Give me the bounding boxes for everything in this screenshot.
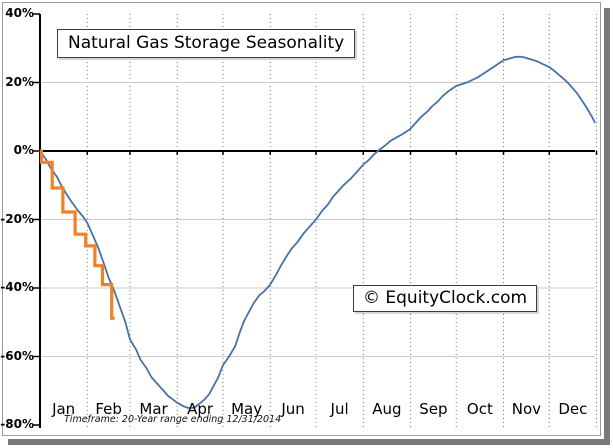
- x-axis-label-may: May: [231, 400, 263, 418]
- timeframe-note: Timeframe: 20-Year range ending 12/31/20…: [64, 414, 282, 425]
- seasonal-average-line: [39, 55, 596, 409]
- x-axis-label-dec: Dec: [558, 400, 588, 418]
- x-axis-label-jul: Jul: [330, 400, 349, 418]
- x-axis-label-jun: Jun: [281, 400, 305, 418]
- y-axis-label--40pct: -40%: [0, 280, 34, 294]
- x-axis-label-feb: Feb: [95, 400, 122, 418]
- x-axis-label-nov: Nov: [511, 400, 542, 418]
- y-axis-label-0pct: 0%: [13, 143, 34, 157]
- y-axis-label--80pct: -80%: [0, 417, 34, 431]
- chart-title-box: Natural Gas Storage Seasonality: [57, 29, 356, 58]
- equityclock-watermark: © EquityClock.com: [353, 285, 538, 312]
- y-axis-label-40pct: 40%: [5, 6, 34, 20]
- chart-title: Natural Gas Storage Seasonality: [68, 33, 345, 53]
- x-axis-label-oct: Oct: [466, 400, 493, 418]
- x-axis-label-mar: Mar: [139, 400, 168, 418]
- frame-shadow-bottom: [8, 439, 610, 445]
- x-axis-label-sep: Sep: [419, 400, 448, 418]
- watermark-text: © EquityClock.com: [363, 288, 528, 308]
- y-axis-label-20pct: 20%: [5, 74, 34, 89]
- current-year-step-line: [39, 149, 115, 320]
- x-axis-label-aug: Aug: [372, 400, 402, 418]
- x-axis-label-jan: Jan: [52, 400, 76, 418]
- x-axis-label-apr: Apr: [187, 400, 214, 418]
- y-axis-label--60pct: -60%: [0, 348, 34, 363]
- frame-shadow-right: [604, 8, 610, 445]
- y-axis-label--20pct: -20%: [0, 211, 34, 226]
